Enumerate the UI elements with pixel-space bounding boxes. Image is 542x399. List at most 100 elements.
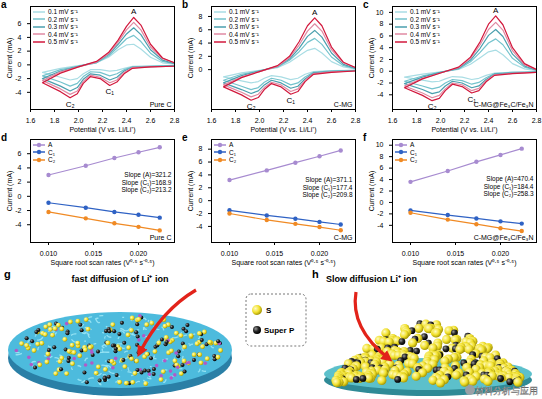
svg-text:2.6: 2.6 (508, 117, 518, 124)
svg-text:Slope (A)=371.1Slope (C₁)=177.: Slope (A)=371.1Slope (C₁)=177.4Slope (C₂… (302, 176, 352, 199)
svg-text:A: A (131, 7, 137, 16)
svg-text:-4: -4 (15, 221, 21, 228)
svg-text:-2: -2 (15, 207, 21, 214)
svg-text:0.015: 0.015 (447, 250, 465, 257)
svg-text:4: 4 (18, 34, 22, 41)
svg-text:6: 6 (380, 164, 384, 171)
svg-text:4: 4 (18, 164, 22, 171)
svg-text:Current (mA): Current (mA) (6, 171, 14, 211)
svg-text:Potential (V vs. Li/Li⁺): Potential (V vs. Li/Li⁺) (431, 126, 497, 134)
svg-text:-2: -2 (377, 79, 383, 86)
svg-text:0: 0 (380, 199, 384, 206)
svg-text:0.015: 0.015 (266, 250, 284, 257)
svg-text:h: h (312, 268, 319, 280)
svg-text:6: 6 (18, 150, 22, 157)
svg-text:0.010: 0.010 (40, 250, 58, 257)
svg-text:6: 6 (380, 32, 384, 39)
svg-text:10: 10 (376, 141, 384, 148)
svg-text:-4: -4 (15, 89, 21, 96)
svg-text:1.6: 1.6 (26, 117, 36, 124)
svg-text:C-MG: C-MG (334, 234, 353, 241)
svg-text:4: 4 (199, 171, 203, 178)
svg-text:S: S (266, 306, 272, 315)
svg-text:Potential (V vs. Li/Li⁺): Potential (V vs. Li/Li⁺) (69, 126, 135, 134)
svg-text:2.4: 2.4 (122, 117, 132, 124)
svg-text:1.6: 1.6 (207, 117, 217, 124)
svg-text:Potential (V vs. Li/Li⁺): Potential (V vs. Li/Li⁺) (250, 126, 316, 134)
svg-text:10: 10 (376, 9, 384, 16)
svg-text:1.8: 1.8 (412, 117, 422, 124)
svg-text:0.020: 0.020 (492, 250, 510, 257)
svg-text:2: 2 (199, 184, 203, 191)
svg-text:2.4: 2.4 (303, 117, 313, 124)
svg-text:8: 8 (199, 145, 203, 152)
svg-text:2.6: 2.6 (327, 117, 337, 124)
svg-text:C-MG@Fe₃C/Fe₃N: C-MG@Fe₃C/Fe₃N (474, 234, 534, 241)
svg-text:2.8: 2.8 (532, 117, 542, 124)
svg-text:Square root scan rates (V⁰·⁵ s: Square root scan rates (V⁰·⁵ s⁻⁰·⁵) (412, 259, 516, 267)
svg-text:6: 6 (199, 26, 203, 33)
svg-text:2.8: 2.8 (351, 117, 361, 124)
svg-text:8: 8 (199, 13, 203, 20)
svg-text:-4: -4 (377, 91, 383, 98)
svg-text:Current (mA): Current (mA) (368, 38, 376, 78)
svg-text:Square root scan rates (V⁰·⁵ s: Square root scan rates (V⁰·⁵ s⁻⁰·⁵) (50, 259, 154, 267)
svg-text:A: A (312, 8, 318, 17)
svg-text:Current (mA): Current (mA) (187, 171, 195, 211)
svg-text:Current (mA): Current (mA) (187, 38, 195, 78)
svg-text:2: 2 (18, 47, 22, 54)
svg-text:-4: -4 (377, 222, 383, 229)
svg-text:C₂: C₂ (428, 102, 437, 111)
svg-text:Slope (A)=321.2Slope (C₁)=168.: Slope (A)=321.2Slope (C₁)=168.9Slope (C₂… (121, 171, 171, 194)
svg-text:0.020: 0.020 (130, 250, 148, 257)
svg-text:2.8: 2.8 (170, 117, 180, 124)
svg-text:C-MG@Fe₃C/Fe₃N: C-MG@Fe₃C/Fe₃N (474, 101, 534, 108)
svg-text:-2: -2 (377, 210, 383, 217)
svg-text:0: 0 (18, 61, 22, 68)
svg-text:0.010: 0.010 (402, 250, 420, 257)
svg-text:2.2: 2.2 (98, 117, 108, 124)
svg-text:2: 2 (199, 53, 203, 60)
svg-text:Square root scan rates (V⁰·⁵ s: Square root scan rates (V⁰·⁵ s⁻⁰·⁵) (231, 259, 335, 267)
svg-text:Current (mA): Current (mA) (368, 171, 376, 211)
svg-text:2.0: 2.0 (436, 117, 446, 124)
svg-text:g: g (4, 268, 11, 280)
svg-text:材料分析与应用: 材料分析与应用 (474, 386, 538, 396)
svg-text:2.6: 2.6 (146, 117, 156, 124)
svg-text:4: 4 (199, 39, 203, 46)
svg-text:Super P: Super P (264, 326, 295, 335)
svg-text:2.0: 2.0 (74, 117, 84, 124)
svg-text:2: 2 (380, 187, 384, 194)
svg-text:C₂: C₂ (66, 100, 75, 109)
svg-text:0: 0 (18, 193, 22, 200)
svg-text:C₂: C₂ (247, 102, 256, 111)
svg-text:4: 4 (380, 44, 384, 51)
svg-text:0: 0 (199, 197, 203, 204)
svg-text:0: 0 (380, 67, 384, 74)
svg-text:6: 6 (199, 158, 203, 165)
svg-text:1.8: 1.8 (231, 117, 241, 124)
svg-text:2.0: 2.0 (255, 117, 265, 124)
svg-text:8: 8 (380, 20, 384, 27)
svg-text:6: 6 (18, 20, 22, 27)
svg-text:C₁: C₁ (105, 87, 114, 96)
svg-text:-4: -4 (196, 223, 202, 230)
svg-text:2.2: 2.2 (279, 117, 289, 124)
svg-text:C-MG: C-MG (334, 101, 353, 108)
svg-text:Slow diffusion Li⁺ ion: Slow diffusion Li⁺ ion (326, 274, 417, 284)
svg-text:0.015: 0.015 (85, 250, 103, 257)
svg-text:2: 2 (18, 178, 22, 185)
svg-text:1.8: 1.8 (50, 117, 60, 124)
svg-text:8: 8 (380, 153, 384, 160)
svg-text:Pure C: Pure C (150, 234, 172, 241)
svg-text:2.2: 2.2 (460, 117, 470, 124)
svg-text:0.010: 0.010 (221, 250, 239, 257)
svg-text:2: 2 (380, 56, 384, 63)
svg-text:C₁: C₁ (286, 96, 295, 105)
svg-text:1.6: 1.6 (388, 117, 398, 124)
svg-text:0.020: 0.020 (311, 250, 329, 257)
svg-text:-2: -2 (15, 75, 21, 82)
svg-text:Current (mA): Current (mA) (6, 38, 14, 78)
svg-text:-2: -2 (196, 210, 202, 217)
svg-text:Slope (A)=470.4Slope (C₁)=184.: Slope (A)=470.4Slope (C₁)=184.4Slope (C₂… (483, 175, 533, 198)
